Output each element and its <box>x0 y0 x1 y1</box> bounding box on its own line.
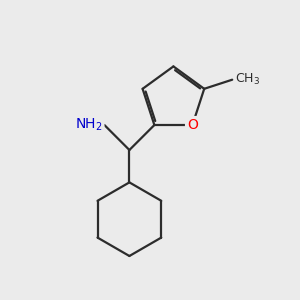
Text: O: O <box>187 118 198 132</box>
Text: CH$_3$: CH$_3$ <box>235 72 260 87</box>
Text: NH: NH <box>82 118 103 132</box>
Text: NH$_2$: NH$_2$ <box>75 117 103 133</box>
